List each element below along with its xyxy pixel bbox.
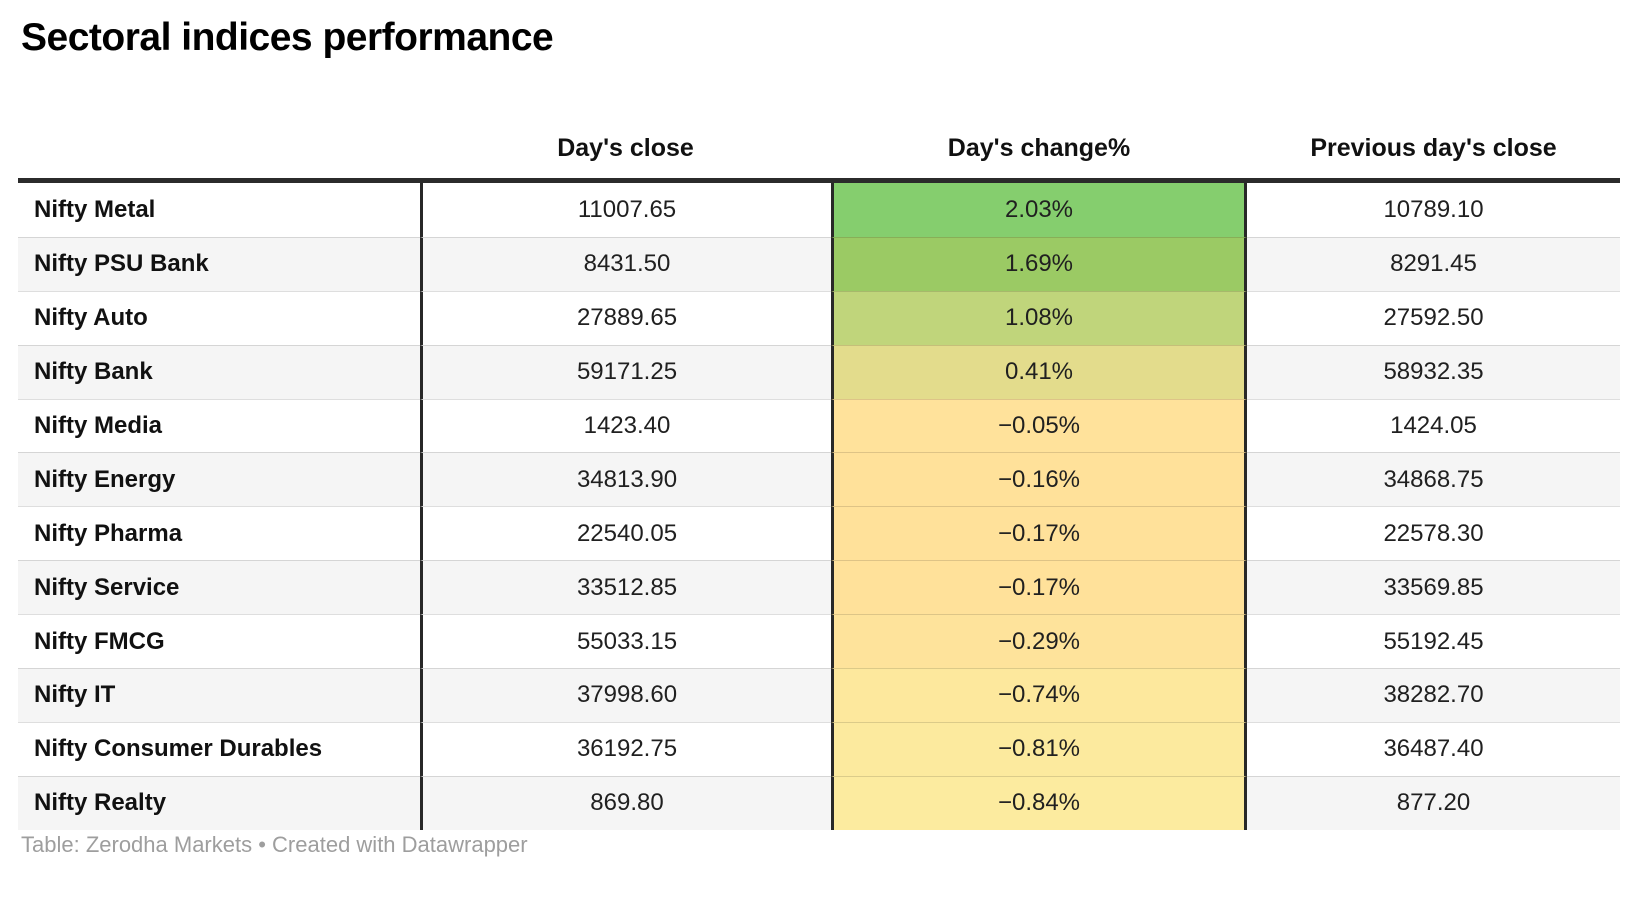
days-close-value: 59171.25 bbox=[420, 344, 831, 399]
previous-days-close-value: 8291.45 bbox=[1247, 236, 1620, 291]
days-close-value: 36192.75 bbox=[420, 721, 831, 776]
header-days-change: Day's change% bbox=[947, 134, 1131, 162]
row-label: Nifty Realty bbox=[18, 775, 420, 830]
row-label: Nifty Media bbox=[18, 398, 420, 453]
days-change-value: 1.08% bbox=[831, 290, 1247, 345]
previous-days-close-value: 1424.05 bbox=[1247, 398, 1620, 453]
days-close-value: 1423.40 bbox=[420, 398, 831, 453]
table-row: Nifty Metal 11007.65 2.03% 10789.10 bbox=[18, 183, 1620, 237]
sectoral-indices-table: Day's close Day's change% Previous day's… bbox=[18, 112, 1620, 830]
table-row: Nifty PSU Bank 8431.50 1.69% 8291.45 bbox=[18, 236, 1620, 291]
days-close-value: 22540.05 bbox=[420, 506, 831, 561]
row-label: Nifty Service bbox=[18, 560, 420, 615]
row-label: Nifty FMCG bbox=[18, 614, 420, 668]
table-row: Nifty Realty 869.80 −0.84% 877.20 bbox=[18, 775, 1620, 830]
header-index-column bbox=[18, 163, 420, 178]
table-header-row: Day's close Day's change% Previous day's… bbox=[18, 112, 1620, 183]
header-days-close: Day's close bbox=[557, 134, 694, 162]
days-change-value: 1.69% bbox=[831, 236, 1247, 291]
table-row: Nifty Media 1423.40 −0.05% 1424.05 bbox=[18, 398, 1620, 453]
previous-days-close-value: 10789.10 bbox=[1383, 195, 1484, 223]
table-row: Nifty IT 37998.60 −0.74% 38282.70 bbox=[18, 668, 1620, 722]
table-row: Nifty FMCG 55033.15 −0.29% 55192.45 bbox=[18, 614, 1620, 669]
days-change-value: −0.05% bbox=[831, 398, 1247, 453]
days-change-value: 2.03% bbox=[831, 183, 1247, 237]
table-row: Nifty Bank 59171.25 0.41% 58932.35 bbox=[18, 344, 1620, 399]
days-change-value: −0.74% bbox=[831, 668, 1247, 722]
days-change-value: 0.41% bbox=[831, 344, 1247, 399]
table-row: Nifty Auto 27889.65 1.08% 27592.50 bbox=[18, 290, 1620, 345]
previous-days-close-value: 36487.40 bbox=[1247, 721, 1620, 776]
days-close-value: 33512.85 bbox=[420, 560, 831, 615]
days-change-value: −0.81% bbox=[831, 721, 1247, 776]
days-close-value: 34813.90 bbox=[420, 452, 831, 507]
row-label: Nifty Bank bbox=[18, 344, 420, 399]
days-close-value: 8431.50 bbox=[420, 236, 831, 291]
attribution-footer: Table: Zerodha Markets • Created with Da… bbox=[21, 832, 528, 857]
table-body: Nifty Metal 11007.65 2.03% 10789.10 Nift… bbox=[18, 183, 1620, 830]
row-label: Nifty PSU Bank bbox=[18, 236, 420, 291]
previous-days-close-value: 877.20 bbox=[1247, 775, 1620, 830]
previous-days-close-value: 38282.70 bbox=[1247, 668, 1620, 722]
days-change-value: −0.16% bbox=[831, 452, 1247, 507]
days-close-value: 27889.65 bbox=[420, 290, 831, 345]
previous-days-close-value: 58932.35 bbox=[1247, 344, 1620, 399]
days-change-value: −0.17% bbox=[831, 560, 1247, 615]
days-change-value: −0.29% bbox=[831, 614, 1247, 669]
previous-days-close-value: 22578.30 bbox=[1247, 506, 1620, 560]
row-label: Nifty Pharma bbox=[18, 506, 420, 560]
previous-days-close-value: 33569.85 bbox=[1247, 560, 1620, 615]
days-change-value: −0.17% bbox=[831, 506, 1247, 561]
table-row: Nifty Energy 34813.90 −0.16% 34868.75 bbox=[18, 452, 1620, 507]
header-previous-days-close: Previous day's close bbox=[1310, 134, 1557, 162]
days-close-value: 55033.15 bbox=[420, 614, 831, 669]
previous-days-close-value: 34868.75 bbox=[1247, 452, 1620, 507]
row-label: Nifty Auto bbox=[18, 290, 420, 345]
row-label: Nifty Consumer Durables bbox=[18, 721, 420, 776]
days-change-value: −0.84% bbox=[831, 775, 1247, 830]
table-row: Nifty Consumer Durables 36192.75 −0.81% … bbox=[18, 721, 1620, 776]
table-row: Nifty Service 33512.85 −0.17% 33569.85 bbox=[18, 560, 1620, 615]
page-title: Sectoral indices performance bbox=[21, 16, 554, 59]
row-label: Nifty IT bbox=[18, 668, 420, 722]
row-label: Nifty Energy bbox=[18, 452, 420, 507]
previous-days-close-value: 55192.45 bbox=[1247, 614, 1620, 668]
row-label: Nifty Metal bbox=[34, 195, 156, 223]
days-close-value: 869.80 bbox=[420, 775, 831, 830]
days-close-value: 11007.65 bbox=[420, 183, 831, 237]
days-close-value: 37998.60 bbox=[420, 668, 831, 722]
previous-days-close-value: 27592.50 bbox=[1247, 290, 1620, 345]
table-row: Nifty Pharma 22540.05 −0.17% 22578.30 bbox=[18, 506, 1620, 561]
